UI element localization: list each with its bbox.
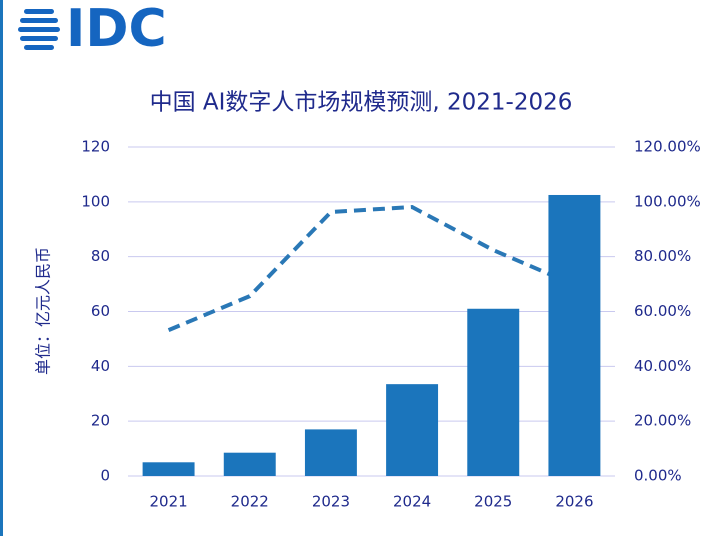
y2-tick-label: 40.00% [634,357,691,375]
x-tick-label: 2025 [474,493,512,511]
y2-tick-label: 120.00% [634,138,701,156]
logo-icon [18,9,60,50]
chart-title: 中国 AI数字人市场规模预测, 2021-2026 [150,90,573,116]
x-tick-label: 2023 [312,493,350,511]
bar [304,429,357,476]
bar [142,462,195,476]
y-tick-label: 20 [91,412,110,430]
y2-tick-label: 0.00% [634,467,682,485]
y2-tick-label: 80.00% [634,247,691,265]
bar [386,384,439,476]
y2-tick-label: 20.00% [634,412,691,430]
y-tick-label: 40 [91,357,110,375]
x-tick-label: 2022 [231,493,269,511]
bar [223,452,276,476]
logo-text: IDC [66,0,167,59]
x-tick-label: 2021 [149,493,187,511]
y-tick-label: 60 [91,302,110,320]
y-tick-label: 100 [81,192,110,210]
y2-tick-label: 60.00% [634,302,691,320]
y-tick-label: 120 [81,138,110,156]
y-axis-label: 单位：亿元人民币 [34,247,53,375]
bar [548,194,601,476]
y2-tick-label: 100.00% [634,192,701,210]
x-tick-label: 2024 [393,493,431,511]
bar [467,308,520,476]
y-tick-label: 80 [91,247,110,265]
y-tick-label: 0 [100,467,110,485]
x-tick-label: 2026 [555,493,593,511]
